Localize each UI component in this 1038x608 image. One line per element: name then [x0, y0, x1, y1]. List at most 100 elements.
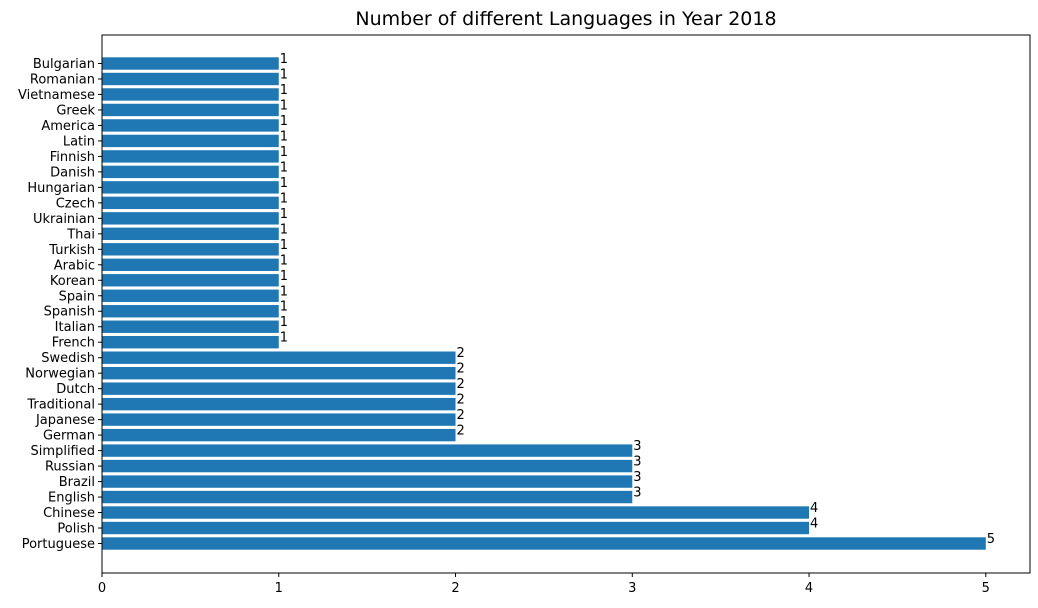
x-tick-label-5: 5 — [982, 581, 990, 596]
data-label-portuguese: 5 — [987, 532, 995, 547]
data-label-czech: 1 — [280, 191, 288, 206]
data-label-greek: 1 — [280, 98, 288, 113]
x-tick-label-1: 1 — [275, 581, 283, 596]
y-tick-label-brazil: Brazil — [59, 475, 95, 490]
y-tick-label-vietnamese: Vietnamese — [18, 88, 95, 103]
bar-french — [102, 336, 279, 349]
data-label-danish: 1 — [280, 160, 288, 175]
bar-swedish — [102, 351, 456, 364]
y-tick-label-bulgarian: Bulgarian — [33, 57, 95, 72]
bar-brazil — [102, 475, 633, 488]
y-tick-label-korean: Korean — [50, 274, 95, 289]
y-tick-label-spain: Spain — [59, 289, 95, 304]
data-label-vietnamese: 1 — [280, 83, 288, 98]
bar-norwegian — [102, 366, 456, 380]
plot-frame — [101, 34, 1031, 574]
data-label-thai: 1 — [280, 222, 288, 237]
data-label-arabic: 1 — [280, 253, 288, 268]
chart-title: Number of different Languages in Year 20… — [355, 8, 776, 30]
data-label-hungarian: 1 — [280, 176, 288, 191]
bar-traditional — [102, 397, 456, 411]
data-label-italian: 1 — [280, 315, 288, 330]
data-label-english: 3 — [633, 486, 641, 501]
bar-latin — [102, 134, 279, 148]
y-tick-label-italian: Italian — [55, 320, 95, 335]
y-tick-label-romanian: Romanian — [30, 72, 95, 87]
data-label-dutch: 2 — [457, 377, 465, 392]
y-tick-label-america: America — [41, 119, 95, 134]
bar-danish — [102, 165, 279, 179]
data-label-japanese: 2 — [457, 408, 465, 423]
x-axis: 0 1 2 3 4 5 — [98, 573, 990, 596]
bar-japanese — [102, 413, 456, 426]
y-tick-label-finnish: Finnish — [50, 150, 95, 165]
y-tick-label-polish: Polish — [57, 522, 95, 537]
y-tick-label-german: German — [43, 429, 95, 444]
x-tick-label-0: 0 — [98, 581, 106, 596]
bar-vietnamese — [102, 88, 279, 101]
x-tick-label-4: 4 — [805, 581, 813, 596]
bar-simplified — [102, 444, 633, 457]
bar-finnish — [102, 150, 279, 163]
bar-greek — [102, 103, 279, 117]
y-tick-label-french: French — [52, 336, 95, 351]
y-tick-label-latin: Latin — [63, 134, 95, 149]
data-label-swedish: 2 — [457, 346, 465, 361]
y-tick-label-russian: Russian — [45, 460, 95, 475]
data-label-chinese: 4 — [810, 501, 818, 516]
data-label-ukrainian: 1 — [280, 207, 288, 222]
bar-thai — [102, 227, 279, 241]
y-tick-label-arabic: Arabic — [54, 258, 95, 273]
y-tick-label-dutch: Dutch — [56, 382, 95, 397]
data-label-polish: 4 — [810, 517, 818, 532]
y-tick-label-swedish: Swedish — [41, 351, 95, 366]
bars-layer — [102, 57, 986, 550]
bar-czech — [102, 196, 279, 210]
y-tick-label-norwegian: Norwegian — [25, 367, 95, 382]
bar-arabic — [102, 258, 279, 271]
x-tick-label-3: 3 — [628, 581, 636, 596]
bar-spain — [102, 289, 279, 302]
bar-spanish — [102, 305, 279, 318]
y-tick-label-greek: Greek — [56, 103, 95, 118]
bar-romanian — [102, 72, 279, 86]
bar-russian — [102, 459, 633, 473]
data-label-norwegian: 2 — [457, 362, 465, 377]
y-tick-label-turkish: Turkish — [48, 243, 95, 258]
bar-italian — [102, 320, 279, 333]
data-label-bulgarian: 1 — [280, 52, 288, 67]
bar-america — [102, 119, 279, 132]
bar-german — [102, 428, 456, 442]
data-label-turkish: 1 — [280, 238, 288, 253]
bar-english — [102, 490, 633, 504]
bar-chinese — [102, 506, 810, 519]
data-label-spain: 1 — [280, 284, 288, 299]
data-label-spanish: 1 — [280, 300, 288, 315]
y-tick-label-ukrainian: Ukrainian — [33, 212, 95, 227]
data-label-simplified: 3 — [633, 439, 641, 454]
data-label-korean: 1 — [280, 269, 288, 284]
data-label-brazil: 3 — [633, 470, 641, 485]
bar-hungarian — [102, 181, 279, 194]
bar-dutch — [102, 382, 456, 395]
data-label-america: 1 — [280, 114, 288, 129]
y-tick-label-czech: Czech — [56, 196, 95, 211]
bar-ukrainian — [102, 212, 279, 225]
y-tick-label-english: English — [48, 491, 95, 506]
data-label-romanian: 1 — [280, 67, 288, 82]
data-label-german: 2 — [457, 424, 465, 439]
data-label-russian: 3 — [633, 455, 641, 470]
bar-portuguese — [102, 537, 986, 550]
y-tick-label-hungarian: Hungarian — [27, 181, 95, 196]
bar-polish — [102, 521, 810, 535]
x-tick-label-2: 2 — [451, 581, 459, 596]
y-axis: PortuguesePolishChineseEnglishBrazilRuss… — [18, 57, 102, 552]
y-tick-label-danish: Danish — [50, 165, 95, 180]
y-tick-label-simplified: Simplified — [31, 444, 95, 459]
y-tick-label-chinese: Chinese — [43, 506, 95, 521]
data-label-finnish: 1 — [280, 145, 288, 160]
data-label-traditional: 2 — [457, 393, 465, 408]
data-label-french: 1 — [280, 331, 288, 346]
